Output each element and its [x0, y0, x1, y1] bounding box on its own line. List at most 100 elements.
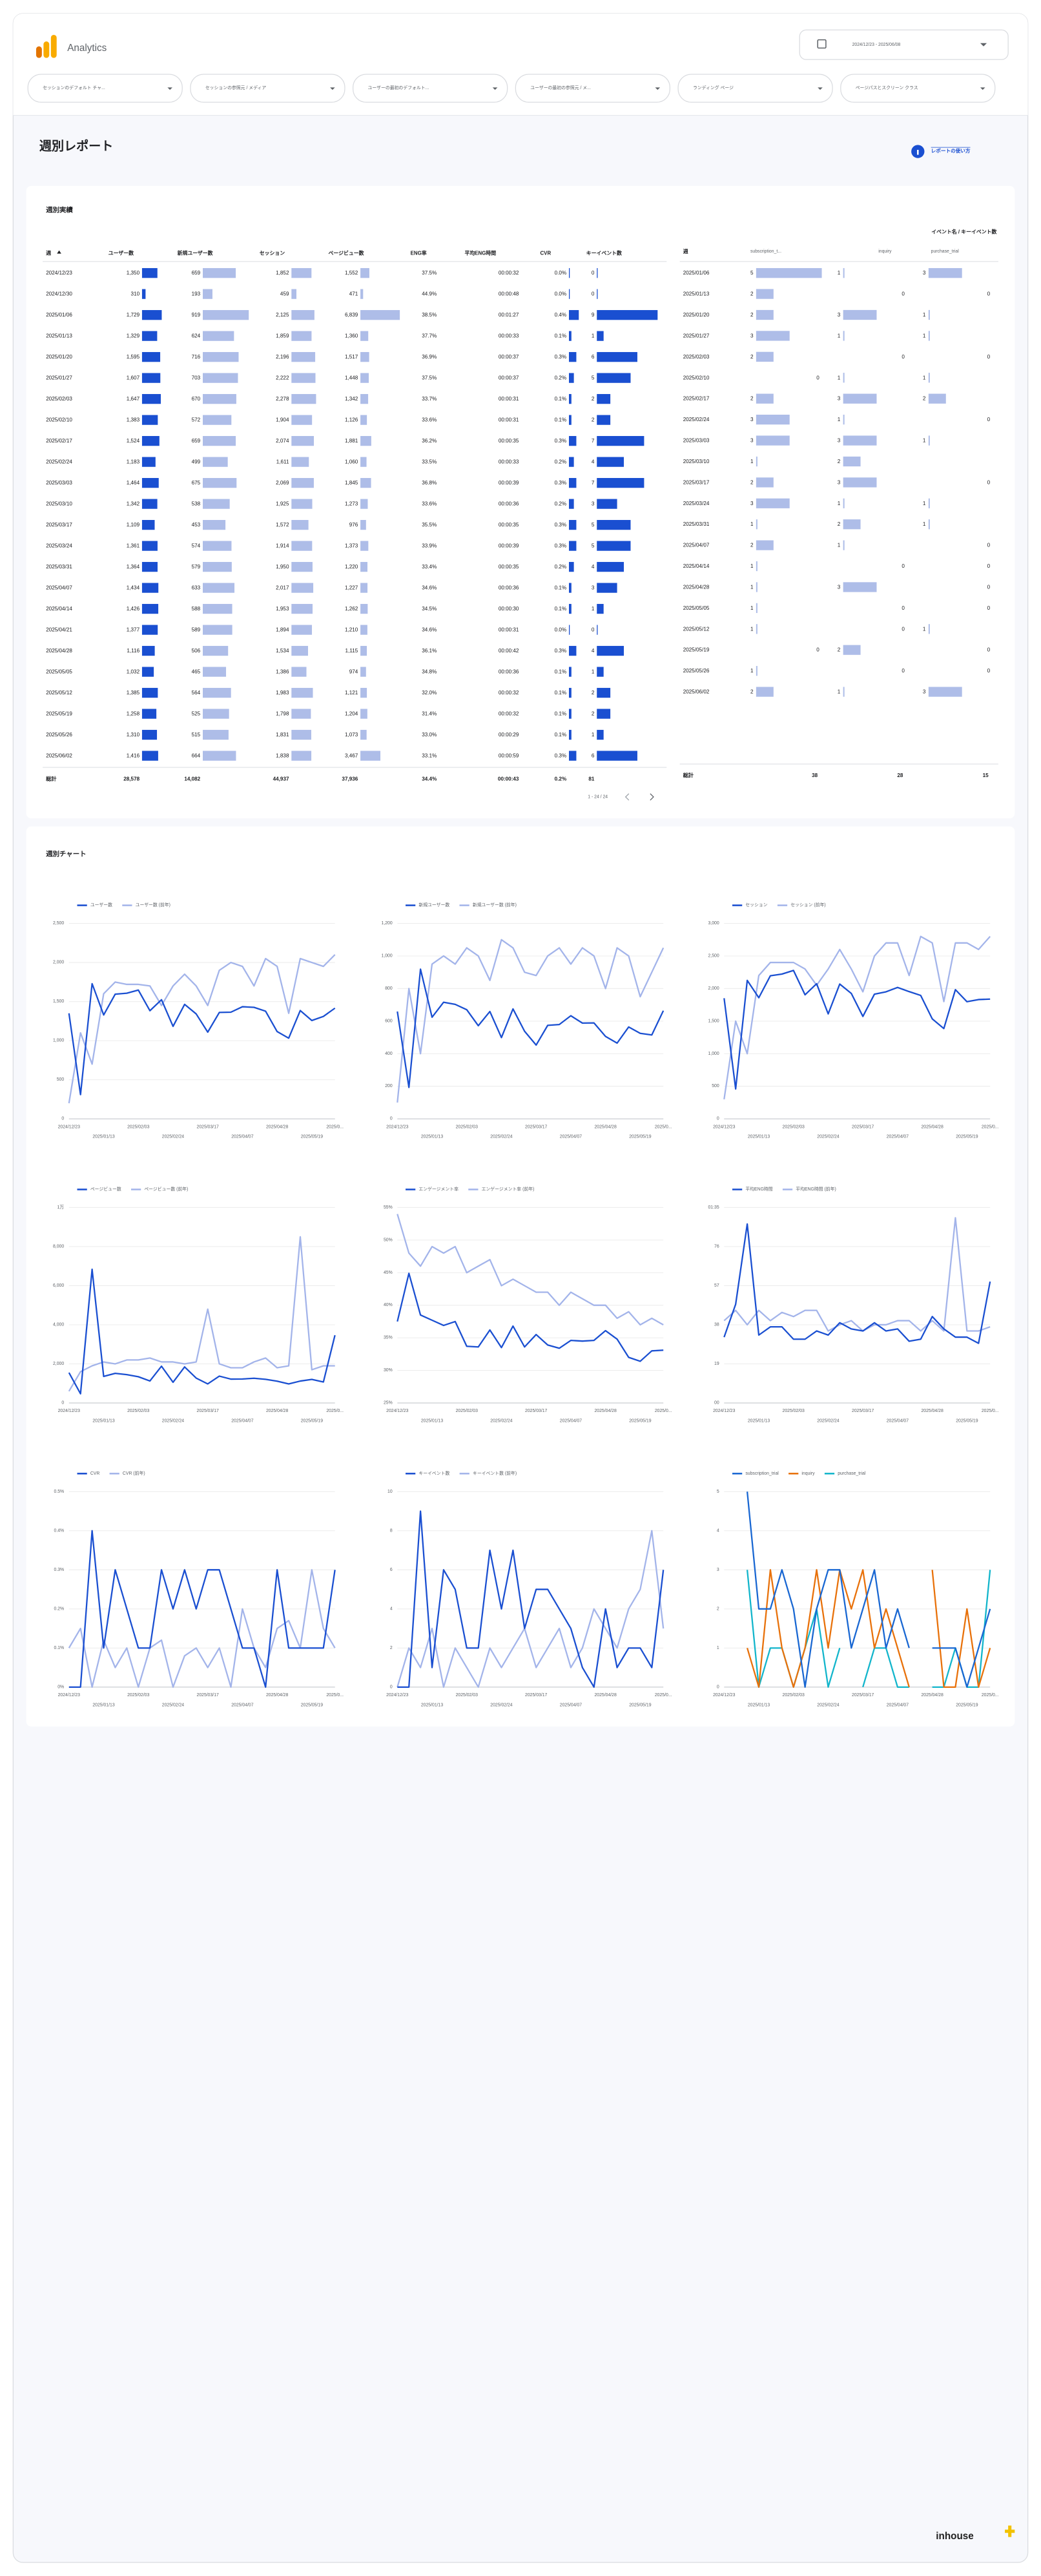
value-cell: 1 — [750, 584, 754, 590]
week-cell: 2025/02/24 — [46, 459, 72, 465]
filter-label[interactable]: ユーザーの最初のデフォルト... — [368, 85, 429, 90]
cell-bar — [597, 687, 611, 698]
cell-bar — [569, 625, 570, 635]
cell-bar — [203, 394, 236, 404]
prev-page[interactable] — [624, 793, 630, 801]
filter-label[interactable]: ユーザーの最初の参照元 / メ... — [530, 85, 591, 90]
y-tick-label: 35% — [384, 1336, 393, 1340]
value-cell: 34.8% — [422, 669, 437, 675]
value-cell: 0.3% — [555, 480, 567, 486]
y-tick-label: 0.5% — [54, 1490, 65, 1494]
filter-label[interactable]: セッションのデフォルト チャ... — [43, 85, 105, 90]
cell-bar — [843, 435, 877, 446]
y-tick-label: 0 — [61, 1117, 64, 1121]
x-tick-label: 2025/04/28 — [594, 1409, 617, 1413]
x-tick-label: 2025/04/07 — [887, 1135, 909, 1139]
week-cell: 2025/03/24 — [683, 501, 710, 506]
filter-dropdown[interactable] — [190, 74, 345, 103]
series-line — [746, 1491, 991, 1688]
value-cell: 310 — [131, 291, 140, 297]
filter-dropdown[interactable] — [353, 74, 508, 103]
filter-dropdown[interactable] — [515, 74, 671, 103]
value-cell: 0 — [987, 543, 991, 548]
cell-bar — [597, 457, 624, 467]
x-tick-label: 2025/02/24 — [817, 1135, 840, 1139]
value-cell: 0 — [987, 479, 991, 485]
x-tick-label: 2024/12/23 — [713, 1693, 736, 1698]
cell-bar — [928, 373, 930, 383]
x-tick-label: 2025/01/13 — [748, 1418, 770, 1423]
y-tick-label: 600 — [385, 1019, 393, 1023]
filter-label[interactable]: ページパスとスクリーン クラス — [856, 85, 918, 90]
value-cell: 1 — [838, 689, 841, 695]
value-cell: 2 — [750, 543, 754, 548]
cell-bar — [597, 331, 604, 341]
filter-label[interactable]: セッションの参照元 / メディア — [205, 85, 267, 90]
value-cell: 36.1% — [422, 648, 437, 654]
value-cell: 1,377 — [127, 627, 140, 633]
cell-bar — [360, 310, 400, 320]
cell-bar — [569, 457, 574, 467]
cell-bar — [928, 498, 930, 508]
value-cell: 572 — [192, 417, 201, 423]
value-cell: 459 — [280, 291, 289, 297]
series-line — [68, 1569, 336, 1688]
filter-label[interactable]: ランディング ページ — [693, 85, 734, 90]
x-tick-label: 2025/05/19 — [301, 1418, 324, 1423]
value-cell: 515 — [192, 732, 201, 738]
value-cell: 1,416 — [127, 753, 140, 759]
value-cell: 1 — [838, 543, 841, 548]
value-cell: 1 — [750, 605, 754, 611]
cell-bar — [756, 603, 758, 613]
legend-label: エンゲージメント率 — [418, 1186, 459, 1192]
value-cell: 1,350 — [127, 270, 140, 276]
y-tick-label: 57 — [714, 1283, 719, 1288]
value-cell: 1,983 — [276, 690, 289, 696]
value-cell: 579 — [192, 564, 201, 570]
week-cell: 2025/04/28 — [683, 584, 710, 590]
filter-dropdown[interactable] — [27, 74, 183, 103]
cell-bar — [291, 561, 313, 572]
column-header: ページビュー数 — [329, 250, 364, 256]
value-cell: 37.5% — [422, 270, 437, 276]
cell-bar — [203, 519, 226, 530]
y-tick-label: 2 — [717, 1606, 719, 1611]
value-cell: 3 — [750, 333, 754, 338]
y-tick-label: 76 — [714, 1244, 719, 1249]
cell-bar — [569, 687, 572, 698]
week-cell: 2025/02/03 — [683, 354, 710, 360]
help-link[interactable]: レポートの使い方 — [931, 147, 971, 154]
cell-bar — [360, 645, 367, 656]
value-cell: 6 — [592, 354, 595, 360]
value-cell: 1 — [838, 270, 841, 276]
date-range[interactable]: 2024/12/23 - 2025/06/08 — [852, 43, 901, 47]
value-cell: 0 — [902, 354, 905, 360]
cell-bar — [141, 457, 156, 467]
value-cell: 1,904 — [276, 417, 289, 423]
filter-dropdown[interactable] — [840, 74, 996, 103]
date-picker[interactable] — [799, 29, 1009, 60]
value-cell: 664 — [192, 753, 201, 759]
cell-bar — [141, 268, 158, 278]
value-cell: 1,852 — [276, 270, 289, 276]
column-header: subscription_t... — [750, 249, 781, 254]
value-cell: 7 — [592, 480, 595, 486]
value-cell: 0.0% — [555, 291, 567, 297]
value-cell: 976 — [349, 522, 358, 528]
series-line — [397, 968, 665, 1088]
filter-dropdown[interactable] — [677, 74, 833, 103]
cell-bar — [203, 415, 232, 425]
value-cell: 2 — [750, 689, 754, 695]
value-cell: 5 — [592, 522, 595, 528]
value-cell: 538 — [192, 501, 201, 507]
cell-bar — [141, 519, 155, 530]
x-tick-label: 2025/02/03 — [127, 1125, 150, 1129]
value-cell: 00:00:36 — [499, 585, 519, 591]
week-cell: 2025/03/31 — [683, 521, 710, 527]
next-page[interactable] — [650, 793, 654, 801]
sort-arrow[interactable] — [57, 250, 61, 254]
column-header[interactable]: 週 — [46, 250, 51, 256]
value-cell: 1,383 — [127, 417, 140, 423]
value-cell: 0.3% — [555, 438, 567, 444]
x-tick-label: 2025/02/24 — [817, 1703, 840, 1707]
